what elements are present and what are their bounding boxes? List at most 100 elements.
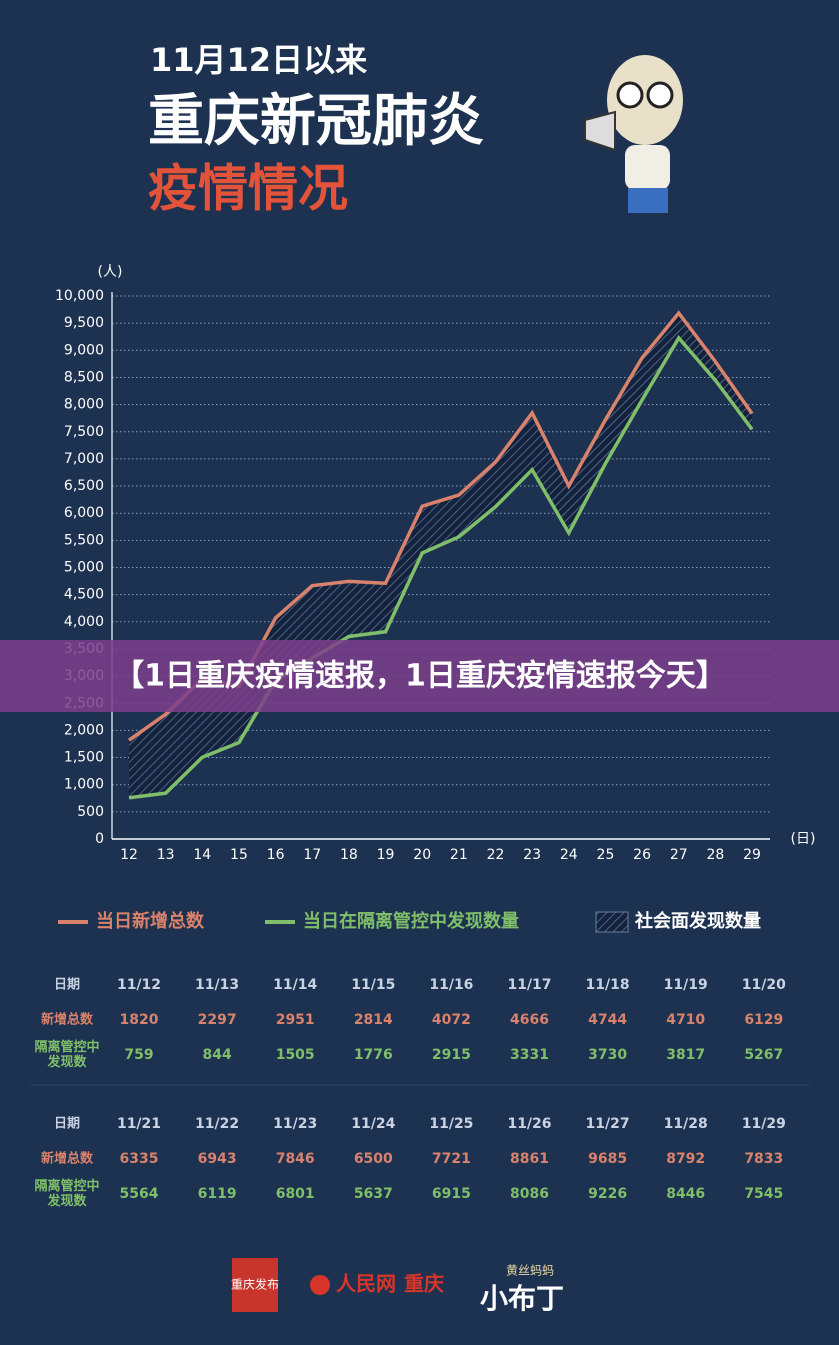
value-cell: 3730 bbox=[588, 1047, 628, 1063]
x-tick-label: 24 bbox=[560, 847, 578, 863]
subtitle: 11月12日以来 bbox=[150, 41, 367, 79]
logo-icon bbox=[310, 1275, 330, 1295]
value-cell: 6129 bbox=[744, 1012, 784, 1028]
value-cell: 6119 bbox=[197, 1186, 237, 1202]
value-cell: 7545 bbox=[744, 1186, 784, 1202]
row-label: 隔离管控中发现数 bbox=[34, 1040, 100, 1070]
value-cell: 4072 bbox=[431, 1012, 471, 1028]
value-cell: 7846 bbox=[275, 1151, 315, 1167]
date-cell: 11/18 bbox=[585, 977, 630, 993]
logo: 黄丝蚂蚂 bbox=[506, 1263, 554, 1278]
date-cell: 11/28 bbox=[663, 1116, 708, 1132]
value-cell: 6335 bbox=[119, 1151, 159, 1167]
y-tick-label: 1,000 bbox=[64, 777, 104, 793]
date-cell: 11/23 bbox=[273, 1116, 318, 1132]
x-tick-label: 19 bbox=[377, 847, 395, 863]
date-cell: 11/12 bbox=[116, 977, 162, 993]
row-label: 新增总数 bbox=[40, 1151, 93, 1167]
value-cell: 844 bbox=[202, 1047, 232, 1063]
x-tick-label: 16 bbox=[267, 847, 285, 863]
row-label: 新增总数 bbox=[40, 1012, 93, 1028]
legend: 当日新增总数 当日在隔离管控中发现数量 社会面发现数量 bbox=[58, 910, 761, 933]
y-tick-label: 10,000 bbox=[55, 288, 104, 304]
value-cell: 8861 bbox=[510, 1151, 549, 1167]
date-cell: 11/24 bbox=[351, 1116, 396, 1132]
logo: 重庆 bbox=[404, 1272, 444, 1296]
gap-area bbox=[129, 313, 753, 798]
date-cell: 11/16 bbox=[429, 977, 474, 993]
value-cell: 1776 bbox=[353, 1047, 393, 1063]
mascot bbox=[584, 55, 683, 213]
x-tick-label: 22 bbox=[487, 847, 505, 863]
legend-label: 当日新增总数 bbox=[96, 910, 205, 932]
y-axis-unit: (人) bbox=[98, 264, 123, 280]
value-cell: 8446 bbox=[666, 1186, 706, 1202]
logo: 小布丁 bbox=[480, 1282, 564, 1315]
value-cell: 9226 bbox=[588, 1186, 628, 1202]
value-cell: 4710 bbox=[666, 1012, 706, 1028]
value-cell: 4666 bbox=[510, 1012, 549, 1028]
legend-label: 社会面发现数量 bbox=[635, 910, 761, 932]
y-tick-label: 8,500 bbox=[64, 369, 104, 385]
title: 重庆新冠肺炎 bbox=[148, 89, 484, 154]
date-cell: 11/29 bbox=[741, 1116, 786, 1132]
value-cell: 6500 bbox=[353, 1151, 393, 1167]
y-tick-label: 7,500 bbox=[64, 424, 104, 440]
y-tick-label: 2,000 bbox=[64, 722, 104, 738]
x-tick-label: 27 bbox=[670, 847, 688, 863]
x-tick-label: 18 bbox=[340, 847, 358, 863]
y-tick-label: 1,500 bbox=[64, 750, 104, 766]
x-tick-label: 17 bbox=[303, 847, 321, 863]
row-label: 隔离管控中发现数 bbox=[34, 1179, 100, 1209]
value-cell: 2814 bbox=[353, 1012, 393, 1028]
value-cell: 3331 bbox=[510, 1047, 549, 1063]
logo-bg bbox=[232, 1258, 278, 1312]
value-cell: 6943 bbox=[197, 1151, 237, 1167]
x-tick-label: 28 bbox=[706, 847, 724, 863]
value-cell: 759 bbox=[124, 1047, 154, 1063]
x-tick-label: 14 bbox=[193, 847, 211, 863]
value-cell: 7833 bbox=[744, 1151, 784, 1167]
y-tick-label: 500 bbox=[77, 804, 104, 820]
x-tick-label: 13 bbox=[157, 847, 175, 863]
x-tick-label: 12 bbox=[120, 847, 138, 863]
plot: 05001,0001,5002,0002,5003,0003,5004,0004… bbox=[55, 288, 770, 863]
date-cell: 11/15 bbox=[351, 977, 396, 993]
value-cell: 1505 bbox=[275, 1047, 315, 1063]
y-tick-label: 8,000 bbox=[64, 397, 104, 413]
title-2: 疫情情况 bbox=[148, 160, 348, 218]
value-cell: 6801 bbox=[275, 1186, 315, 1202]
value-cell: 8792 bbox=[666, 1151, 706, 1167]
series-line bbox=[128, 335, 754, 800]
x-tick-label: 25 bbox=[597, 847, 615, 863]
value-cell: 6915 bbox=[431, 1186, 471, 1202]
y-tick-label: 4,000 bbox=[64, 614, 104, 630]
y-tick-label: 0 bbox=[95, 831, 104, 847]
logo: 人民网 bbox=[336, 1272, 396, 1296]
y-tick-label: 7,000 bbox=[64, 451, 104, 467]
value-cell: 5267 bbox=[744, 1047, 784, 1063]
date-cell: 11/22 bbox=[195, 1116, 240, 1132]
date-cell: 11/19 bbox=[663, 977, 708, 993]
date-cell: 11/13 bbox=[195, 977, 240, 993]
value-cell: 5637 bbox=[353, 1186, 393, 1202]
y-tick-label: 9,500 bbox=[64, 315, 104, 331]
banner: 【1日重庆疫情速报，1日重庆疫情速报今天】 bbox=[114, 659, 726, 694]
date-cell: 11/14 bbox=[273, 977, 318, 993]
x-tick-label: 23 bbox=[523, 847, 541, 863]
date-cell: 11/21 bbox=[116, 1116, 162, 1132]
value-cell: 5564 bbox=[119, 1186, 159, 1202]
table-header: 日期 bbox=[53, 1116, 80, 1132]
value-cell: 1820 bbox=[119, 1012, 159, 1028]
y-tick-label: 6,000 bbox=[64, 505, 104, 521]
x-axis-unit: (日) bbox=[791, 831, 816, 847]
legend-label: 当日在隔离管控中发现数量 bbox=[303, 910, 519, 932]
banner-bg bbox=[0, 640, 839, 712]
value-cell: 2915 bbox=[431, 1047, 471, 1063]
value-cell: 3817 bbox=[666, 1047, 706, 1063]
x-tick-label: 26 bbox=[633, 847, 651, 863]
legend-swatch bbox=[595, 911, 629, 933]
y-tick-label: 6,500 bbox=[64, 478, 104, 494]
date-cell: 11/20 bbox=[741, 977, 786, 993]
